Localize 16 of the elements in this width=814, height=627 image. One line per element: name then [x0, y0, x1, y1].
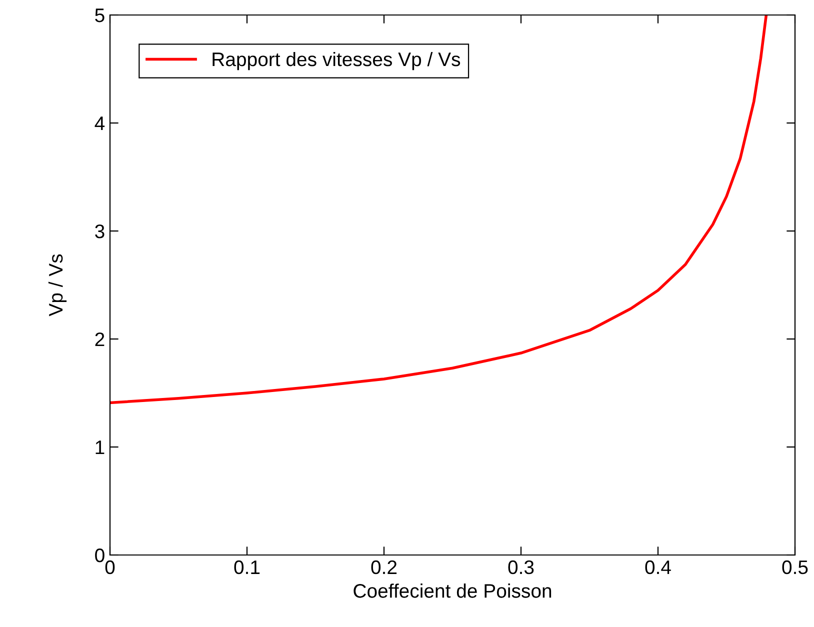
x-tick-label: 0.2	[371, 560, 397, 574]
legend-label: Rapport des vitesses Vp / Vs	[212, 52, 460, 70]
x-tick-label: 0	[105, 560, 115, 574]
y-tick-label: 3	[95, 224, 104, 238]
y-axis-title: Vp / Vs	[48, 254, 67, 316]
y-tick-label: 1	[96, 440, 104, 454]
line-series	[110, 15, 768, 404]
y-tick-label: 2	[95, 332, 104, 346]
x-axis-title: Coeffecient de Poisson	[354, 584, 552, 598]
y-tick-label: 5	[95, 8, 104, 22]
y-tick-label: 4	[94, 116, 105, 130]
x-tick-label: 0.5	[782, 560, 808, 574]
x-tick-label: 0.3	[508, 560, 534, 574]
y-tick-label: 0	[95, 548, 104, 562]
x-tick-label: 0.4	[645, 560, 671, 574]
x-tick-label: 0.1	[234, 560, 260, 574]
